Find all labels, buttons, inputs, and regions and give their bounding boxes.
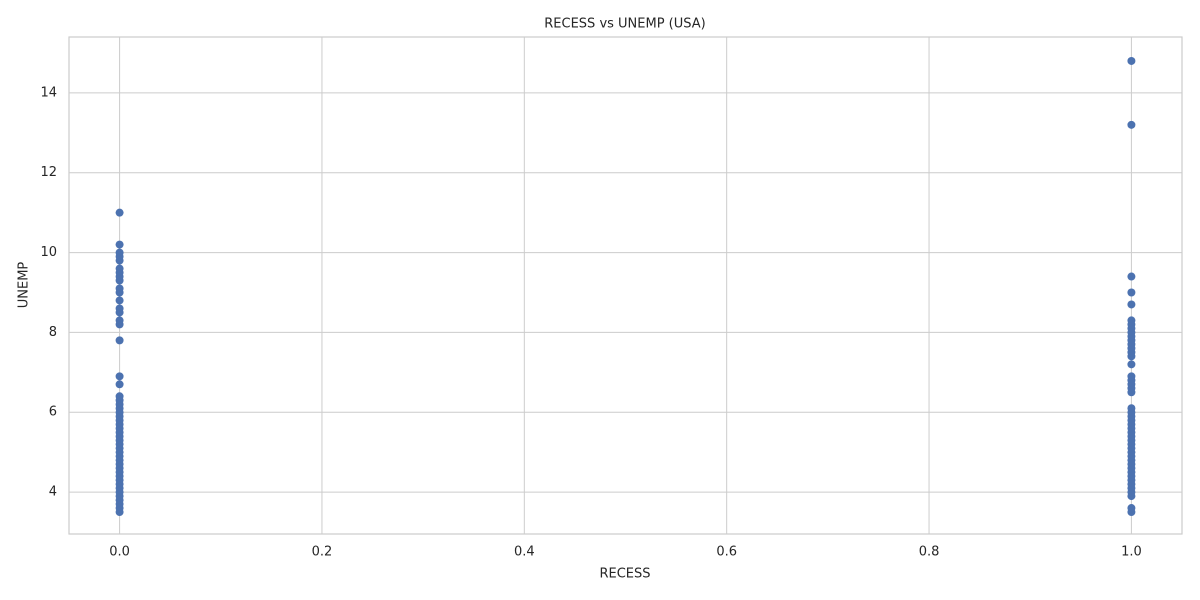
x-tick-label: 0.8 — [919, 545, 940, 560]
point — [1127, 272, 1136, 281]
point — [115, 304, 124, 313]
x-axis-label: RECESS — [599, 567, 650, 582]
x-tick-label: 0.4 — [514, 545, 535, 560]
point — [115, 372, 124, 381]
point — [1127, 372, 1136, 381]
plot-frame — [68, 36, 1183, 535]
point — [115, 284, 124, 293]
point — [115, 264, 124, 273]
y-axis-label: UNEMP — [17, 262, 32, 309]
point — [115, 316, 124, 325]
x-tick-label: 1.0 — [1121, 545, 1142, 560]
point — [115, 208, 124, 217]
y-tick-label: 10 — [40, 245, 57, 260]
point — [1127, 288, 1136, 297]
point — [115, 296, 124, 305]
y-tick-label: 14 — [40, 85, 57, 100]
y-tick-label: 12 — [40, 165, 57, 180]
point — [1127, 316, 1136, 325]
point — [1127, 404, 1136, 413]
x-tick-label: 0.2 — [312, 545, 333, 560]
point — [1127, 120, 1136, 129]
point — [115, 392, 124, 401]
y-tick-label: 4 — [49, 485, 57, 500]
point — [115, 240, 124, 249]
point — [115, 380, 124, 389]
point — [115, 336, 124, 345]
point — [1127, 300, 1136, 309]
point — [115, 248, 124, 257]
point — [1127, 360, 1136, 369]
y-tick-label: 8 — [49, 325, 57, 340]
point — [1127, 504, 1136, 513]
x-tick-label: 0.6 — [716, 545, 737, 560]
y-tick-label: 6 — [49, 405, 57, 420]
chart-title: RECESS vs UNEMP (USA) — [544, 17, 705, 32]
x-tick-label: 0.0 — [109, 545, 130, 560]
point — [1127, 56, 1136, 65]
